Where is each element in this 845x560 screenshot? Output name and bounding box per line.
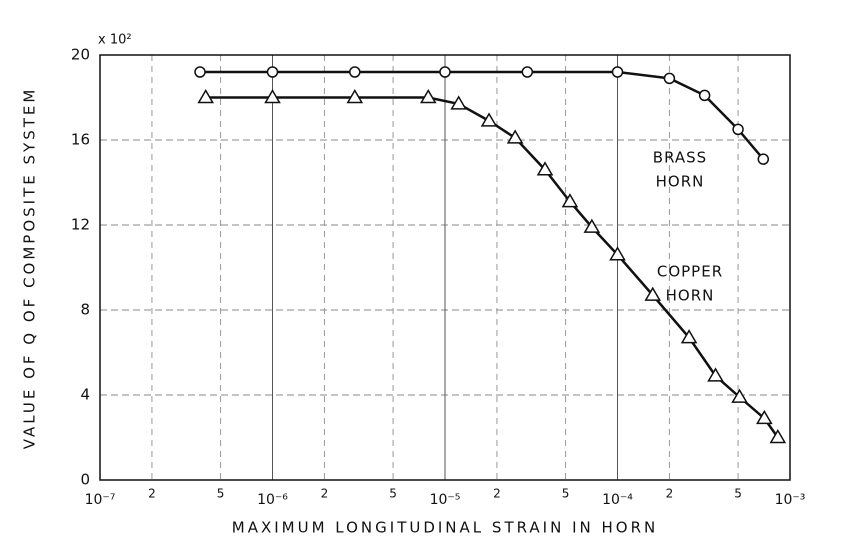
- y-multiplier: x 10²: [98, 33, 132, 48]
- marker: [264, 89, 281, 104]
- series-line: [200, 70, 765, 160]
- marker: [583, 218, 601, 233]
- x-tick-label: 5: [389, 487, 397, 501]
- y-tick-label: 12: [71, 216, 90, 234]
- plot-frame: [99, 54, 791, 481]
- x-axis-title: MAXIMUM LONGITUDINAL STRAIN IN HORN: [232, 519, 658, 537]
- marker: [506, 129, 524, 144]
- marker: [536, 161, 554, 176]
- series-label: HORN: [666, 287, 715, 305]
- marker: [644, 286, 662, 301]
- x-tick-label: 2: [666, 487, 674, 501]
- marker: [266, 66, 279, 78]
- series-label: COPPER: [657, 263, 723, 281]
- marker: [194, 66, 206, 78]
- x-tick-label: 10⁻⁶: [257, 492, 288, 508]
- y-tick-label: 0: [80, 471, 90, 489]
- marker: [419, 89, 437, 104]
- series-label: BRASS: [653, 149, 707, 167]
- series-label: HORN: [656, 173, 705, 191]
- y-tick-label: 20: [71, 46, 90, 64]
- marker: [561, 193, 579, 208]
- x-tick-label: 10⁻³: [775, 492, 806, 508]
- x-tick-label: 5: [734, 487, 742, 501]
- y-axis-title: VALUE OF Q OF COMPOSITE SYSTEM: [21, 87, 39, 450]
- marker: [769, 429, 787, 444]
- x-tick-label: 5: [217, 487, 225, 501]
- marker: [731, 388, 748, 403]
- x-tick-label: 10⁻⁵: [430, 492, 461, 508]
- marker: [757, 153, 770, 165]
- x-tick-label: 2: [148, 487, 156, 501]
- marker: [480, 112, 498, 127]
- x-tick-label: 10⁻⁴: [602, 492, 633, 508]
- y-tick-label: 16: [71, 131, 90, 149]
- marker: [732, 123, 744, 136]
- marker: [698, 89, 711, 102]
- x-tick-label: 2: [321, 487, 329, 501]
- marker: [346, 89, 364, 104]
- marker: [680, 329, 698, 344]
- marker: [450, 95, 467, 110]
- marker: [521, 66, 534, 78]
- y-tick-label: 4: [80, 386, 90, 404]
- marker: [609, 246, 626, 261]
- y-tick-label: 8: [80, 301, 90, 319]
- marker: [197, 89, 215, 104]
- marker: [707, 367, 724, 382]
- x-tick-label: 2: [493, 487, 501, 501]
- marker: [349, 66, 361, 78]
- x-tick-label: 5: [562, 487, 570, 501]
- marker: [756, 409, 773, 425]
- marker: [663, 72, 676, 85]
- x-tick-label: 10⁻⁷: [85, 492, 116, 508]
- marker: [439, 66, 451, 78]
- marker: [611, 66, 624, 78]
